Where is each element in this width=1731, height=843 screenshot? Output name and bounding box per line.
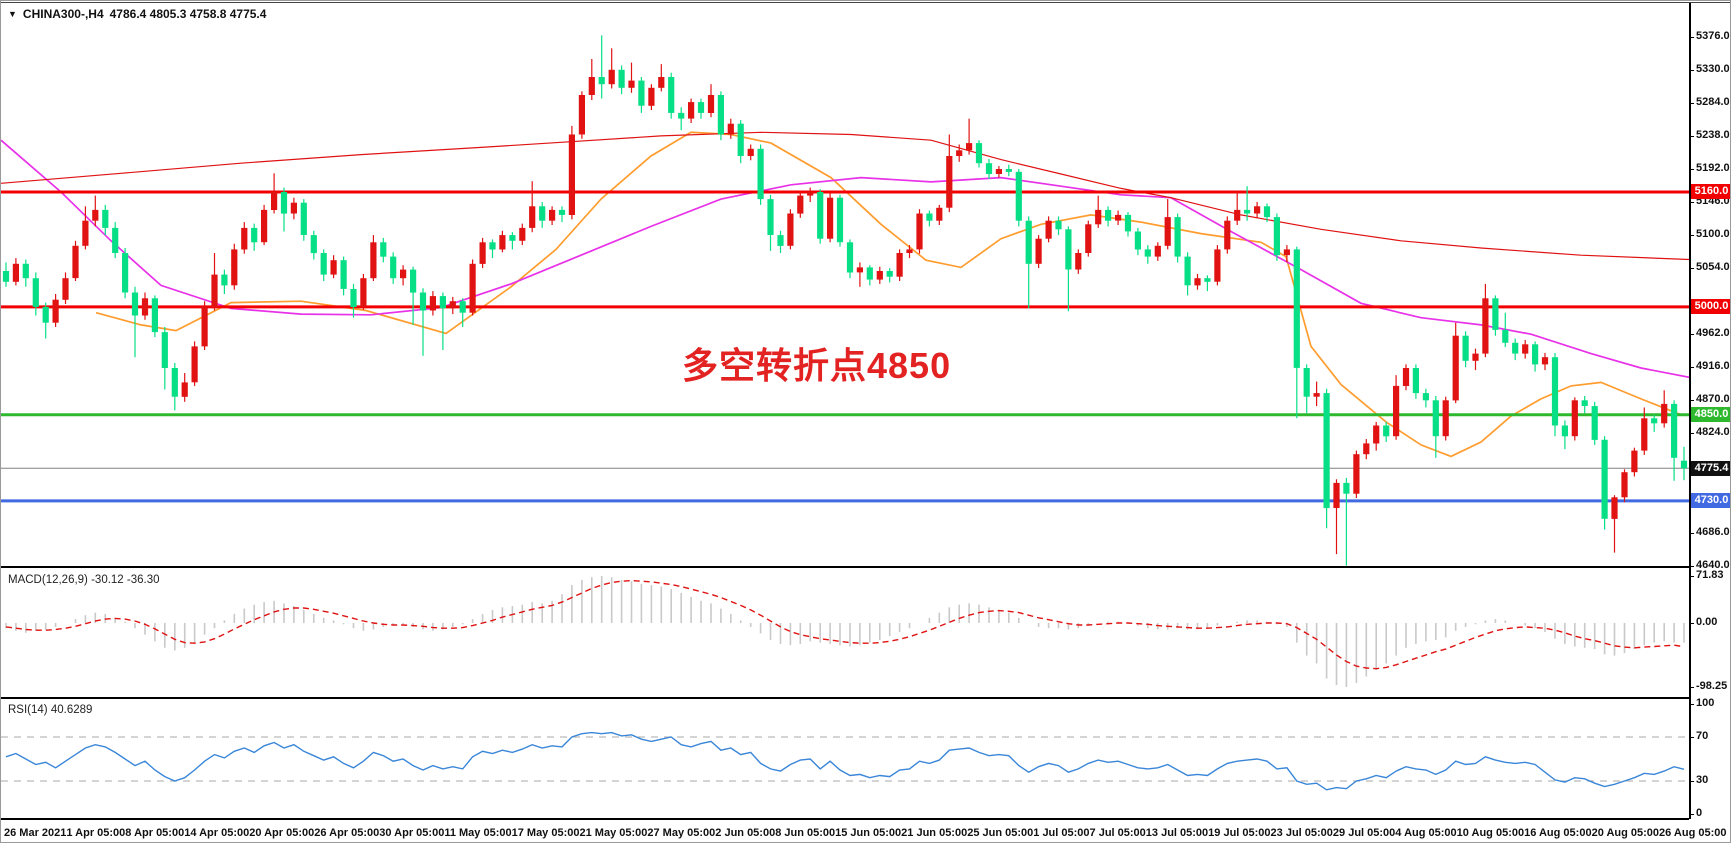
x-axis-label: 21 May 05:00	[579, 826, 648, 839]
price-axis-label: 5238.0	[1696, 129, 1730, 141]
price-level-badge[interactable]: 4850.0	[1691, 407, 1730, 422]
x-axis-label: 29 Jul 05:00	[1332, 826, 1396, 839]
y-axis-tick	[1689, 169, 1694, 170]
pane-separator[interactable]	[1, 566, 1689, 568]
rsi-axis-label: 100	[1696, 697, 1715, 709]
x-axis-label: 26 Aug 05:00	[1659, 826, 1727, 839]
y-axis-tick	[1689, 37, 1694, 38]
y-axis-tick	[1689, 202, 1694, 203]
price-pane-canvas[interactable]	[1, 3, 1689, 567]
x-axis-label: 1 Apr 05:00	[66, 826, 126, 839]
x-axis-label: 16 Aug 05:00	[1524, 826, 1592, 839]
y-axis-tick	[1689, 704, 1694, 705]
y-axis-tick	[1689, 367, 1694, 368]
rsi-axis-label: 70	[1696, 730, 1709, 742]
x-axis-label: 19 Jul 05:00	[1208, 826, 1271, 839]
y-axis-tick	[1689, 737, 1694, 738]
macd-name: MACD(12,26,9)	[8, 574, 88, 586]
pane-separator[interactable]	[1, 697, 1689, 699]
x-axis-label: 20 Apr 05:00	[249, 826, 315, 839]
rsi-axis-label: 0	[1696, 807, 1703, 819]
x-axis[interactable]: 26 Mar 2021 1 Apr 05:00 8 Apr 05:00 14 Apr …	[1, 821, 1730, 842]
price-axis-label: 5376.0	[1696, 30, 1730, 42]
price-axis-label: 5054.0	[1696, 261, 1730, 273]
price-axis-label: 5284.0	[1696, 96, 1730, 108]
price-axis-label: 5192.0	[1696, 162, 1730, 174]
x-axis-label: 7 Jul 05:00	[1089, 826, 1146, 839]
x-axis-label: 8 Apr 05:00	[125, 826, 185, 839]
y-axis-tick	[1689, 334, 1694, 335]
y-axis-tick	[1689, 136, 1694, 137]
y-axis-tick	[1689, 687, 1694, 688]
symbol-info-bar[interactable]: ▼ CHINA300-,H4 4786.4 4805.3 4758.8 4775…	[8, 7, 266, 21]
x-axis-label: 1 Jul 05:00	[1033, 826, 1090, 839]
price-axis-label: 4870.0	[1696, 393, 1730, 405]
y-axis-tick	[1689, 235, 1694, 236]
x-axis-label: 21 Jun 05:00	[901, 826, 968, 839]
x-axis-label: 10 Aug 05:00	[1456, 826, 1525, 839]
y-axis-tick	[1689, 433, 1694, 434]
price-axis-label: 4916.0	[1696, 360, 1730, 372]
x-axis-label: 27 May 05:00	[647, 826, 716, 839]
symbol-name: CHINA300-,H4	[22, 7, 104, 21]
x-axis-label: 30 Apr 05:00	[379, 826, 445, 839]
y-axis-tick	[1689, 814, 1694, 815]
macd-indicator-label: MACD(12,26,9) -30.12 -36.30	[8, 574, 160, 586]
price-axis-label: 4824.0	[1696, 426, 1730, 438]
x-axis-label: 4 Aug 05:00	[1395, 826, 1457, 839]
macd-axis-label: -98.25	[1696, 680, 1728, 692]
rsi-pane-canvas[interactable]	[1, 700, 1689, 817]
price-axis-label: 5330.0	[1696, 63, 1730, 75]
pane-separator	[1, 818, 1689, 820]
y-axis[interactable]: 5376.0 5330.0 5284.0 5238.0 5192.0 5146.0 5100…	[1689, 1, 1730, 819]
annotation-text: 多空转折点4850	[682, 345, 952, 386]
x-axis-label: 25 Jun 05:00	[967, 826, 1034, 839]
y-axis-tick	[1689, 566, 1694, 567]
price-level-badge[interactable]: 5160.0	[1691, 184, 1730, 199]
y-axis-tick	[1689, 268, 1694, 269]
x-axis-label: 20 Aug 05:00	[1591, 826, 1660, 839]
x-axis-label: 8 Jun 05:00	[775, 826, 836, 839]
x-axis-label: 13 Jul 05:00	[1145, 826, 1209, 839]
macd-current-values: -30.12 -36.30	[91, 574, 160, 586]
price-level-badge[interactable]: 5000.0	[1691, 299, 1730, 314]
symbol-ohlc-values: 4786.4 4805.3 4758.8 4775.4	[109, 7, 267, 21]
y-axis-tick	[1689, 103, 1694, 104]
macd-axis-label: 0.00	[1696, 616, 1718, 628]
rsi-name: RSI(14)	[8, 704, 48, 716]
x-axis-label: 26 Apr 05:00	[314, 826, 380, 839]
x-axis-label: 26 Mar 2021	[4, 826, 67, 839]
x-axis-label: 23 Jul 05:00	[1270, 826, 1333, 839]
macd-pane-canvas[interactable]	[1, 570, 1689, 696]
symbol-dropdown-icon[interactable]: ▼	[8, 9, 17, 19]
macd-axis-label: 71.83	[1696, 569, 1724, 581]
window-top-border	[1, 2, 1730, 3]
x-axis-label: 2 Jun 05:00	[715, 826, 776, 839]
y-axis-tick	[1689, 533, 1694, 534]
price-axis-label: 4962.0	[1696, 327, 1730, 339]
x-axis-label: 14 Apr 05:00	[184, 826, 250, 839]
rsi-axis-label: 30	[1696, 774, 1709, 786]
y-axis-tick	[1689, 400, 1694, 401]
x-axis-label: 11 May 05:00	[444, 826, 512, 839]
x-axis-label: 17 May 05:00	[511, 826, 580, 839]
rsi-indicator-label: RSI(14) 40.6289	[8, 704, 92, 716]
price-axis-label: 5100.0	[1696, 228, 1730, 240]
y-axis-tick	[1689, 70, 1694, 71]
price-level-badge[interactable]: 4730.0	[1691, 493, 1730, 508]
price-axis-label: 4686.0	[1696, 526, 1730, 538]
y-axis-tick	[1689, 576, 1694, 577]
rsi-current-value: 40.6289	[50, 704, 93, 716]
y-axis-line[interactable]	[1689, 3, 1691, 819]
y-axis-tick	[1689, 623, 1694, 624]
price-level-badge[interactable]: 4775.4	[1691, 461, 1730, 476]
y-axis-tick	[1689, 781, 1694, 782]
x-axis-label: 15 Jun 05:00	[835, 826, 902, 839]
price-axis-label: 4640.0	[1696, 559, 1730, 571]
